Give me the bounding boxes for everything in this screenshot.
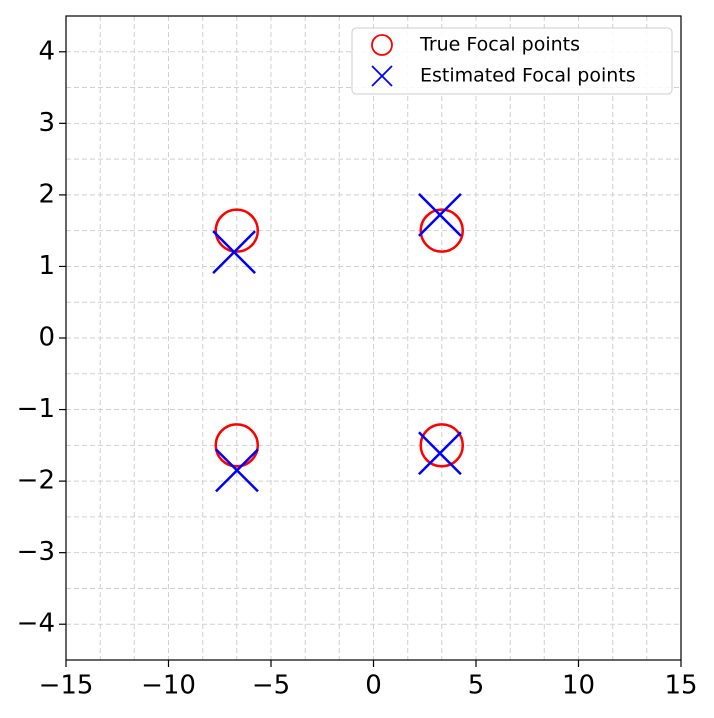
y-tick-label: −1 xyxy=(17,394,55,424)
x-tick-label: 10 xyxy=(562,671,595,701)
y-tick-label: −4 xyxy=(17,609,55,639)
legend-marker xyxy=(371,34,393,56)
point xyxy=(419,423,465,468)
plot-frame xyxy=(65,15,682,661)
legend: True Focal points Estimated Focal points xyxy=(351,27,673,95)
point xyxy=(418,193,462,237)
legend-label: True Focal points xyxy=(419,34,580,56)
point xyxy=(212,230,256,275)
legend-label: Estimated Focal points xyxy=(420,65,636,87)
x-tick-label: −15 xyxy=(39,671,94,701)
y-tick-label: −2 xyxy=(17,466,55,496)
point xyxy=(215,448,259,493)
x-tick-label: 0 xyxy=(365,671,382,701)
x-tick-label: −5 xyxy=(252,671,290,701)
y-tick-label: 1 xyxy=(38,251,55,281)
x-tick-label: −10 xyxy=(141,671,196,701)
point xyxy=(418,431,462,476)
y-tick-label: 3 xyxy=(38,108,55,138)
y-tick-label: −3 xyxy=(17,537,55,567)
point xyxy=(419,208,465,253)
y-tick-label: 4 xyxy=(38,36,55,66)
point xyxy=(214,208,260,253)
legend-box xyxy=(351,27,673,95)
y-tick-label: 2 xyxy=(38,179,55,209)
x-tick-label: 5 xyxy=(468,671,485,701)
y-tick-label: 0 xyxy=(38,323,55,353)
legend-marker xyxy=(371,65,393,87)
point xyxy=(214,423,260,468)
x-tick-label: 15 xyxy=(664,671,697,701)
